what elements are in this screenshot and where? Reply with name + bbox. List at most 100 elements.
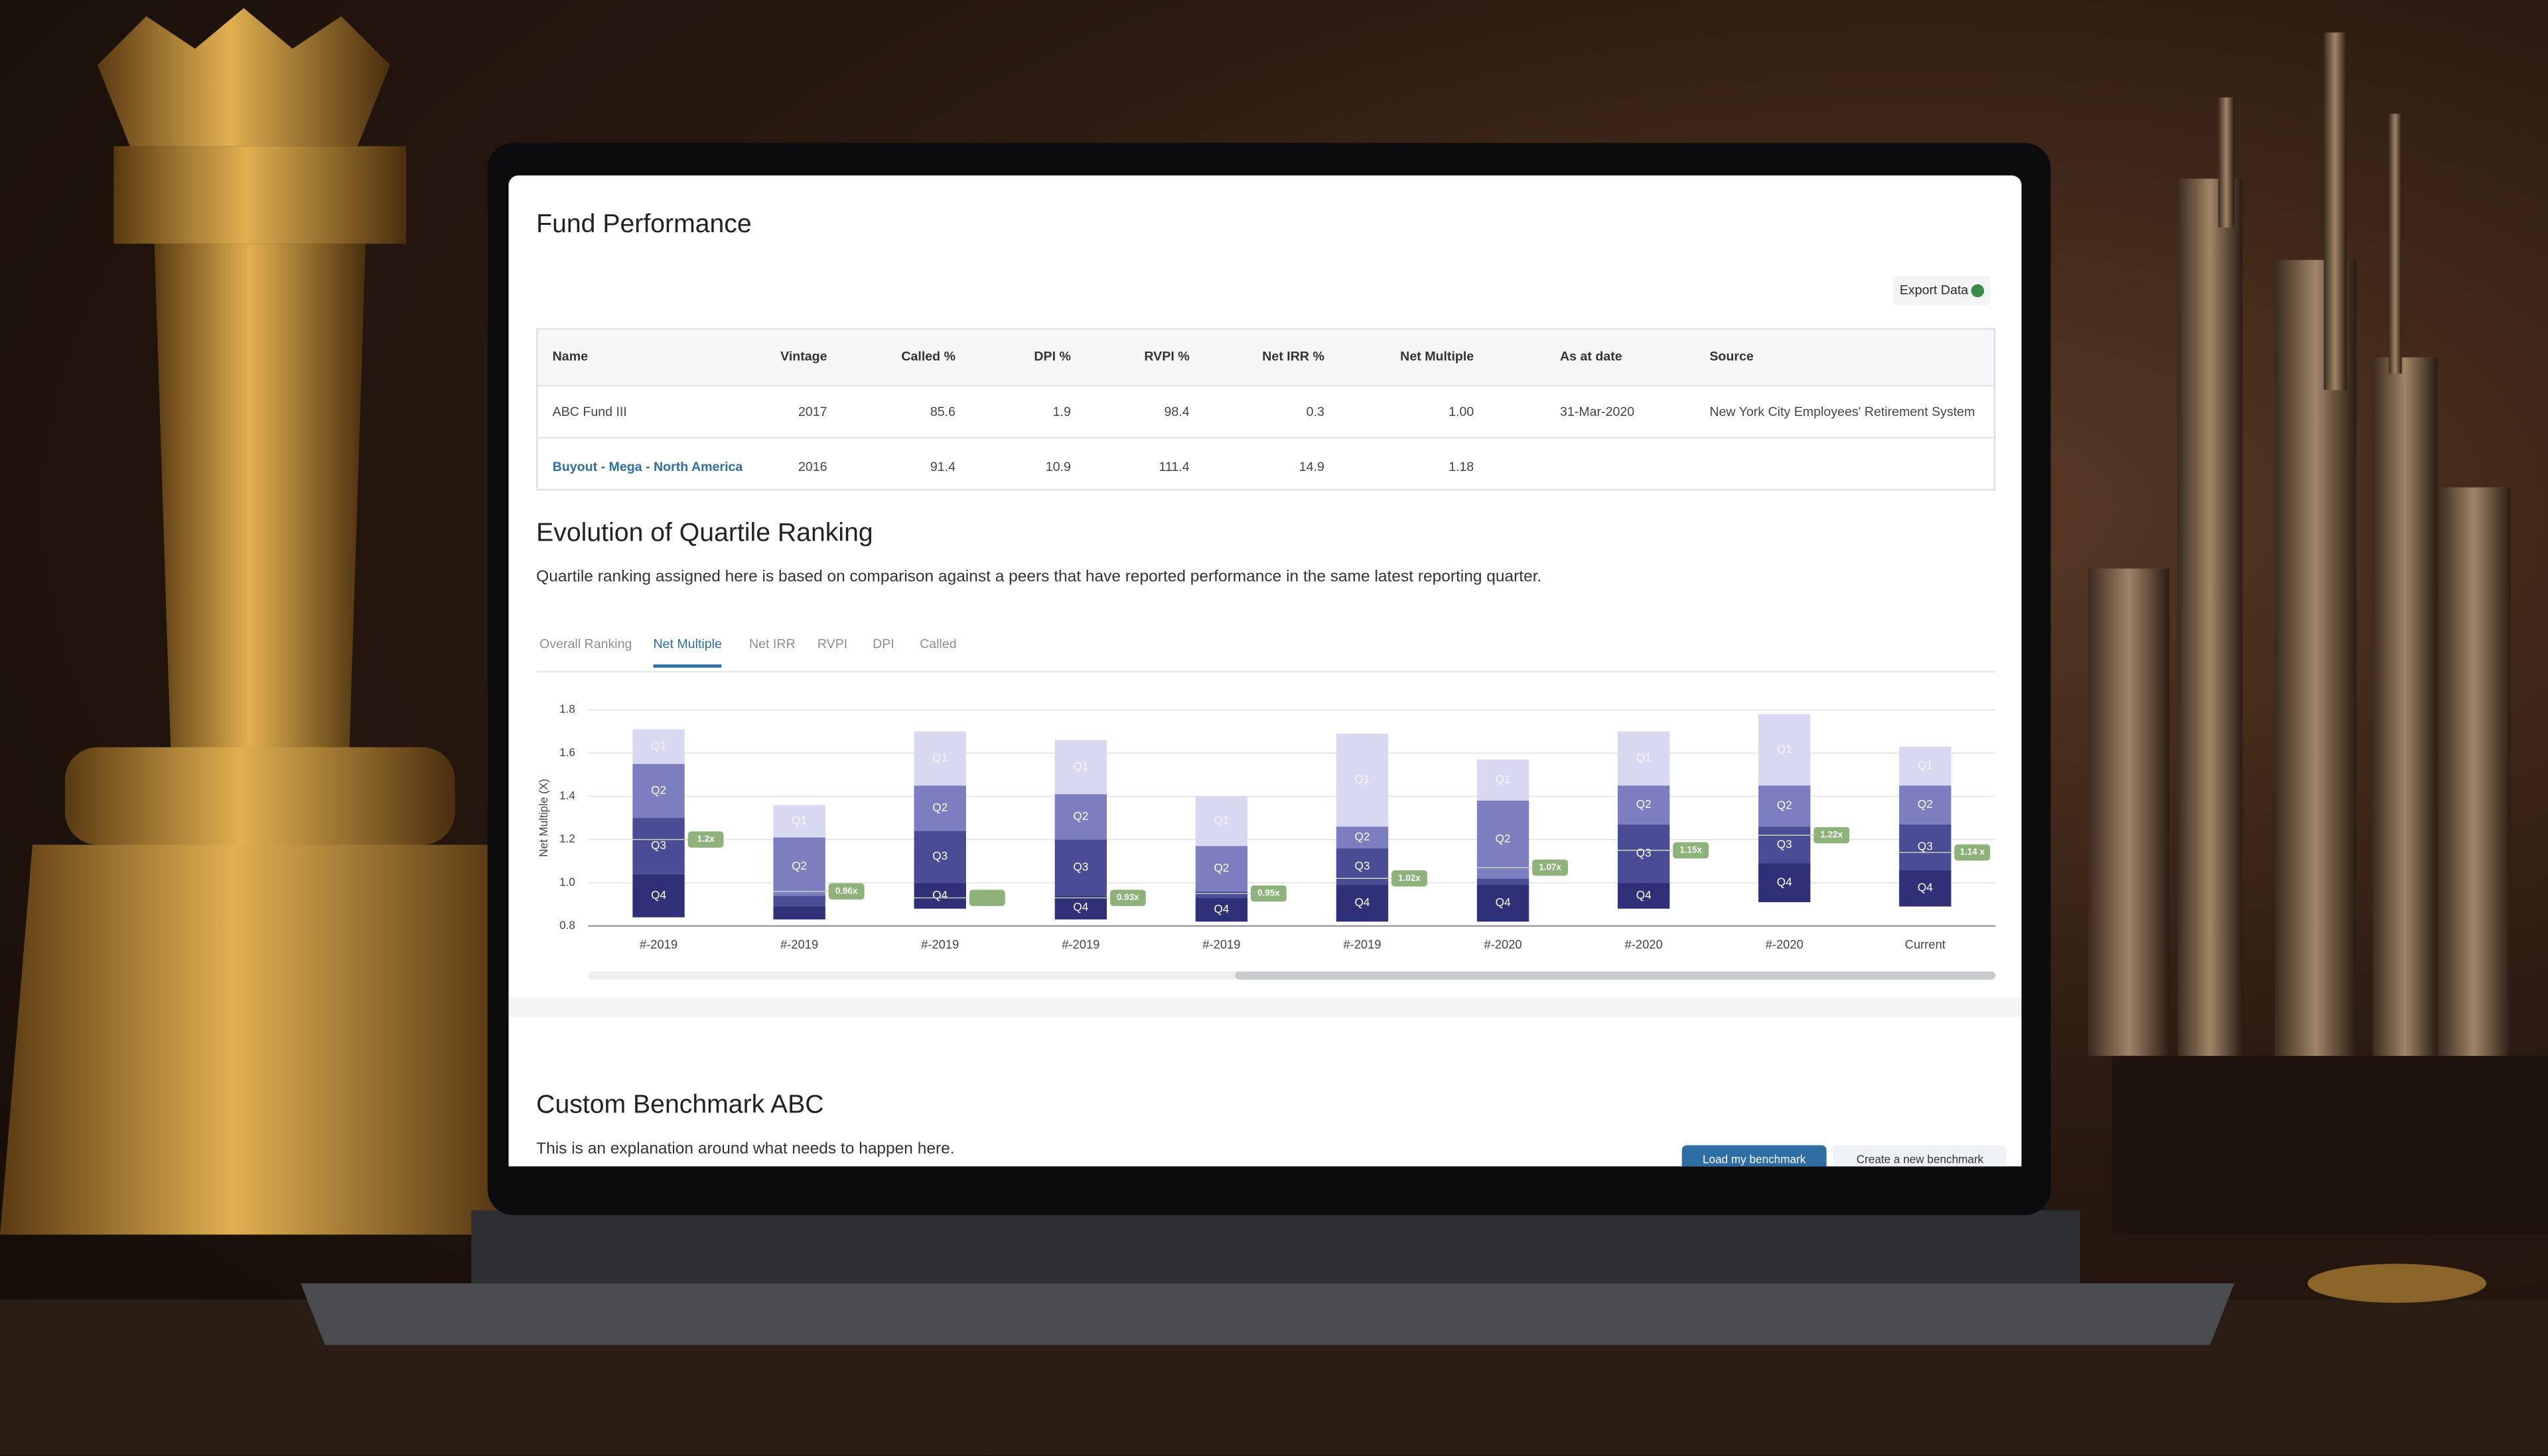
segment-label: Q2 <box>1355 830 1370 843</box>
x-tick-label: #-2019 <box>1343 937 1381 951</box>
marker-label: 0.95x <box>1257 888 1280 898</box>
segment-label: Q1 <box>1214 813 1229 827</box>
export-button[interactable]: Export Data <box>1893 276 1991 306</box>
x-tick-label: #-2020 <box>1766 937 1804 951</box>
marker <box>1109 890 1146 906</box>
bar-segment <box>1758 785 1811 827</box>
column-header: Vintage <box>780 349 827 364</box>
segment-label: Q1 <box>1355 773 1370 786</box>
segment-label: Q2 <box>1636 797 1652 811</box>
bar-segment <box>1195 846 1248 892</box>
bar-segment <box>1476 760 1529 801</box>
y-tick-label: 1.0 <box>559 875 575 888</box>
bar-segment <box>1476 801 1529 879</box>
y-axis-title: Net Multiple (X) <box>537 779 550 857</box>
section-description: This is an explanation around what needs… <box>536 1140 955 1159</box>
x-tick-label: Current <box>1905 937 1946 951</box>
tab[interactable]: Net IRR <box>748 637 796 652</box>
bar-segment <box>1617 785 1670 825</box>
marker <box>828 883 865 900</box>
segment-label: Q4 <box>1355 895 1370 909</box>
scrollbar-thumb[interactable] <box>1235 971 1996 980</box>
segment-label: Q3 <box>1918 840 1933 853</box>
segment-label: Q4 <box>1214 902 1229 915</box>
table-cell: 2017 <box>798 404 827 419</box>
segment-label: Q1 <box>651 739 666 752</box>
segment-label: Q2 <box>792 859 807 872</box>
segment-label: Q3 <box>1636 846 1652 859</box>
column-header: Net IRR % <box>1262 349 1324 364</box>
bar-segment <box>632 818 685 874</box>
table-header <box>537 330 1994 387</box>
segment-label: Q2 <box>1777 799 1792 812</box>
x-tick-label: #-2019 <box>1062 937 1099 951</box>
marker-label: 0.93x <box>1117 892 1139 902</box>
table-cell: 98.4 <box>1164 404 1190 419</box>
segment-label: Q1 <box>1918 758 1933 771</box>
x-tick-label: #-2019 <box>1202 937 1240 951</box>
marker-label: 1.15x <box>1679 844 1702 854</box>
bar-segment <box>773 906 825 920</box>
table-cell: 85.6 <box>930 404 956 419</box>
chart: 0.8 1.0 1.2 1.4 1.6 1.8 Net Multiple (X) Q4 Q3 Q2… <box>537 702 1996 951</box>
tab[interactable]: Called <box>920 637 957 652</box>
marker-label: 1.14 x <box>1960 847 1985 857</box>
bar-segment <box>1195 796 1248 846</box>
bar-segment <box>1476 878 1529 886</box>
tab[interactable]: Net Multiple <box>653 637 722 668</box>
table-cell: 2016 <box>798 460 827 475</box>
segment-label: Q2 <box>932 801 948 814</box>
table-cell: 91.4 <box>930 460 956 475</box>
bar-segment <box>773 805 825 838</box>
bar-segment <box>632 874 685 917</box>
load-benchmark-button[interactable]: Load my benchmark <box>1681 1145 1827 1167</box>
marker-label: 1.22x <box>1820 830 1843 840</box>
bar-segment <box>1899 870 1951 907</box>
scrollbar-track <box>588 971 1996 980</box>
bar-segment <box>1899 746 1951 786</box>
segment-label: Q1 <box>792 813 807 827</box>
create-benchmark-button[interactable]: Create a new benchmark <box>1833 1145 2007 1167</box>
marker <box>969 890 1005 906</box>
y-tick-label: 1.6 <box>559 746 575 759</box>
tab[interactable]: RVPI <box>817 637 848 652</box>
segment-label: Q1 <box>1496 773 1511 786</box>
segment-label: Q3 <box>651 838 666 852</box>
bar-segment <box>1054 895 1107 920</box>
segment-label: Q2 <box>1214 861 1229 874</box>
benchmark-link[interactable]: Buyout - Mega - North America <box>552 460 743 475</box>
table-cell: 1.00 <box>1449 404 1474 419</box>
bar-segment <box>1054 740 1107 795</box>
bar-segment <box>1617 731 1670 786</box>
segment-label: Q2 <box>1073 809 1088 823</box>
tab[interactable]: DPI <box>873 637 894 652</box>
segment-label: Q4 <box>651 888 666 901</box>
y-tick-label: 0.8 <box>559 918 575 931</box>
marker-label: 1.02x <box>1398 873 1421 883</box>
button-label: Export Data <box>1899 283 1969 298</box>
segment-label: Q2 <box>1496 832 1511 845</box>
bar-segment <box>1195 891 1248 898</box>
section-title: Evolution of Quartile Ranking <box>536 519 873 548</box>
table-cell: 1.18 <box>1449 460 1474 475</box>
bar-segment <box>1476 885 1529 922</box>
table-cell: 0.3 <box>1306 404 1324 419</box>
segment-label: Q3 <box>1073 860 1088 874</box>
segment-label: Q3 <box>1355 859 1370 872</box>
performance-table: Name Vintage Called % DPI % RVPI % Net IRR % N… <box>536 328 1996 491</box>
bar-segment <box>773 895 825 907</box>
x-tick-label: #-2020 <box>1625 937 1663 951</box>
tab[interactable]: Overall Ranking <box>539 637 632 652</box>
bar-segment <box>1899 785 1951 825</box>
row-divider <box>537 436 1994 439</box>
column-header: Source <box>1709 349 1754 364</box>
bar-segment <box>1617 824 1670 883</box>
bar-segment <box>1336 734 1389 827</box>
marker <box>1391 870 1427 887</box>
segment-label: Q4 <box>932 888 948 901</box>
export-icon <box>1971 284 1985 298</box>
section-description: Quartile ranking assigned here is based … <box>536 568 1542 587</box>
segment-label: Q1 <box>1073 760 1088 773</box>
marker <box>687 831 724 848</box>
